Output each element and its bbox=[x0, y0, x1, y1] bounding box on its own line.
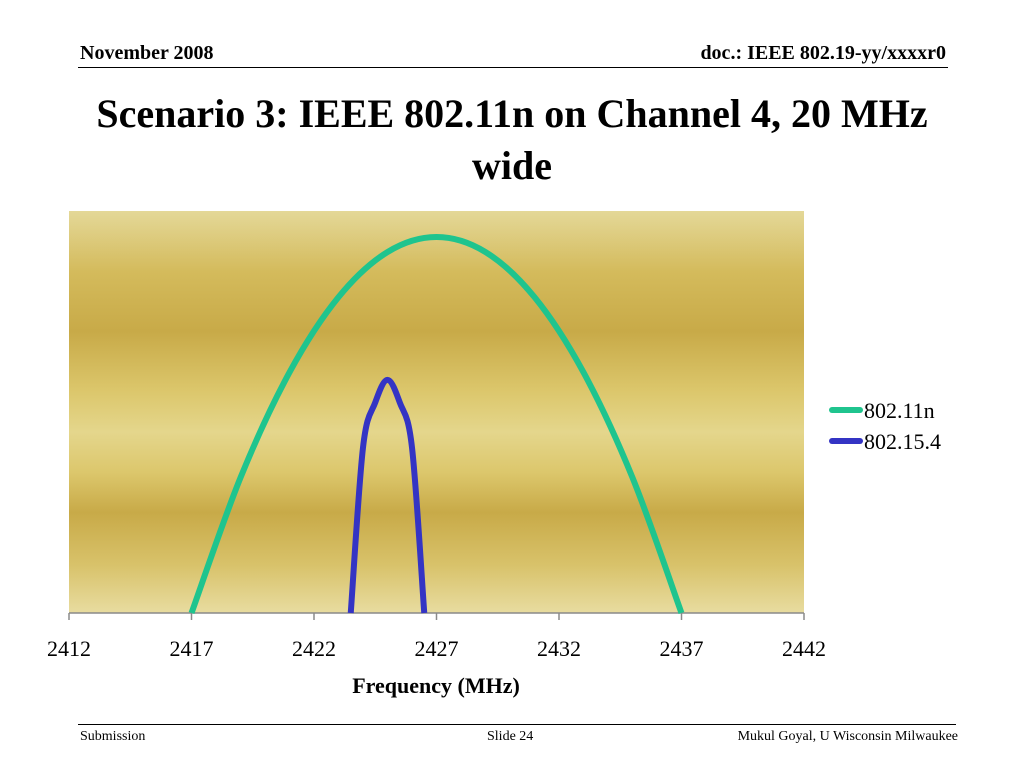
x-axis-title: Frequency (MHz) bbox=[352, 673, 520, 698]
x-tick-label: 2422 bbox=[292, 636, 336, 661]
legend-label-802154: 802.15.4 bbox=[864, 429, 941, 454]
series-line-80211n bbox=[188, 234, 685, 615]
series-line-802154 bbox=[347, 376, 428, 614]
footer-author: Mukul Goyal, U Wisconsin Milwaukee bbox=[737, 729, 958, 744]
x-tick-label: 2417 bbox=[170, 636, 214, 661]
footer-rule bbox=[78, 724, 956, 725]
x-tick-label: 2442 bbox=[782, 636, 826, 661]
footer-slide-number: Slide 24 bbox=[487, 729, 534, 744]
plot-area bbox=[69, 211, 804, 613]
x-tick-label: 2412 bbox=[47, 636, 91, 661]
legend-label-80211n: 802.11n bbox=[864, 398, 935, 423]
footer-submission: Submission bbox=[80, 729, 146, 744]
header-doc-id: doc.: IEEE 802.19-yy/xxxxr0 bbox=[700, 42, 946, 64]
header-rule bbox=[78, 67, 948, 68]
x-tick-label: 2427 bbox=[415, 636, 459, 661]
x-tick-label: 2432 bbox=[537, 636, 581, 661]
slide-title: Scenario 3: IEEE 802.11n on Channel 4, 2… bbox=[96, 91, 928, 188]
header-date: November 2008 bbox=[80, 42, 214, 64]
x-tick-label: 2437 bbox=[660, 636, 704, 661]
